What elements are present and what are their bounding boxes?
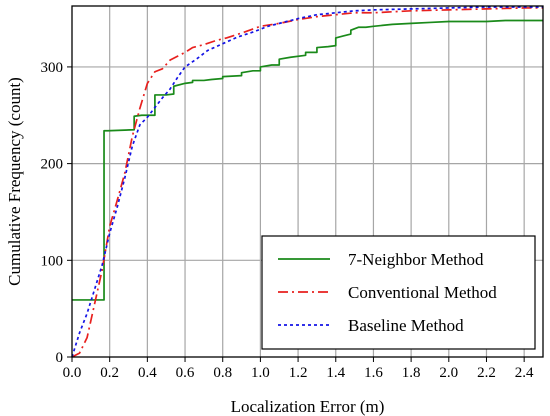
series-line-3	[71, 6, 543, 358]
x-tick-label: 0.4	[138, 365, 157, 381]
legend: 7-Neighbor Method Conventional Method Base…	[261, 235, 536, 350]
x-tick-label: 2.4	[515, 365, 534, 381]
x-tick-label: 0.8	[213, 365, 232, 381]
x-axis-title: Localization Error (m)	[231, 397, 385, 416]
legend-label-2: Conventional Method	[348, 283, 497, 302]
x-tick-label: 1.2	[289, 365, 308, 381]
x-tick-label: 1.8	[402, 365, 421, 381]
x-tick-label: 2.2	[477, 365, 496, 381]
x-tick-label: 1.0	[251, 365, 270, 381]
x-tick-label: 1.6	[364, 365, 383, 381]
x-tick-label: 0.6	[176, 365, 195, 381]
x-tick-label: 0.2	[100, 365, 119, 381]
x-tick-label: 1.4	[326, 365, 345, 381]
legend-label-3: Baseline Method	[348, 316, 464, 335]
legend-label-1: 7-Neighbor Method	[348, 250, 484, 269]
y-tick-label: 100	[41, 253, 64, 269]
series-line-1	[72, 19, 543, 301]
y-tick-label: 0	[56, 350, 64, 366]
y-tick-label: 200	[41, 157, 64, 173]
y-tick-label: 300	[41, 60, 64, 76]
series-line-2	[71, 7, 543, 358]
series-lines	[71, 6, 543, 358]
axis-ticks: 0.0 0.2 0.4 0.6 0.8 1.0 1.2 1.4 1.6 1.8 2.0 2.2 2.4 0…	[41, 60, 535, 381]
x-tick-label: 2.0	[439, 365, 458, 381]
plot-frame	[71, 5, 544, 358]
y-axis-title: Cumulative Frequency (count)	[5, 77, 24, 286]
x-tick-label: 0.0	[63, 365, 82, 381]
